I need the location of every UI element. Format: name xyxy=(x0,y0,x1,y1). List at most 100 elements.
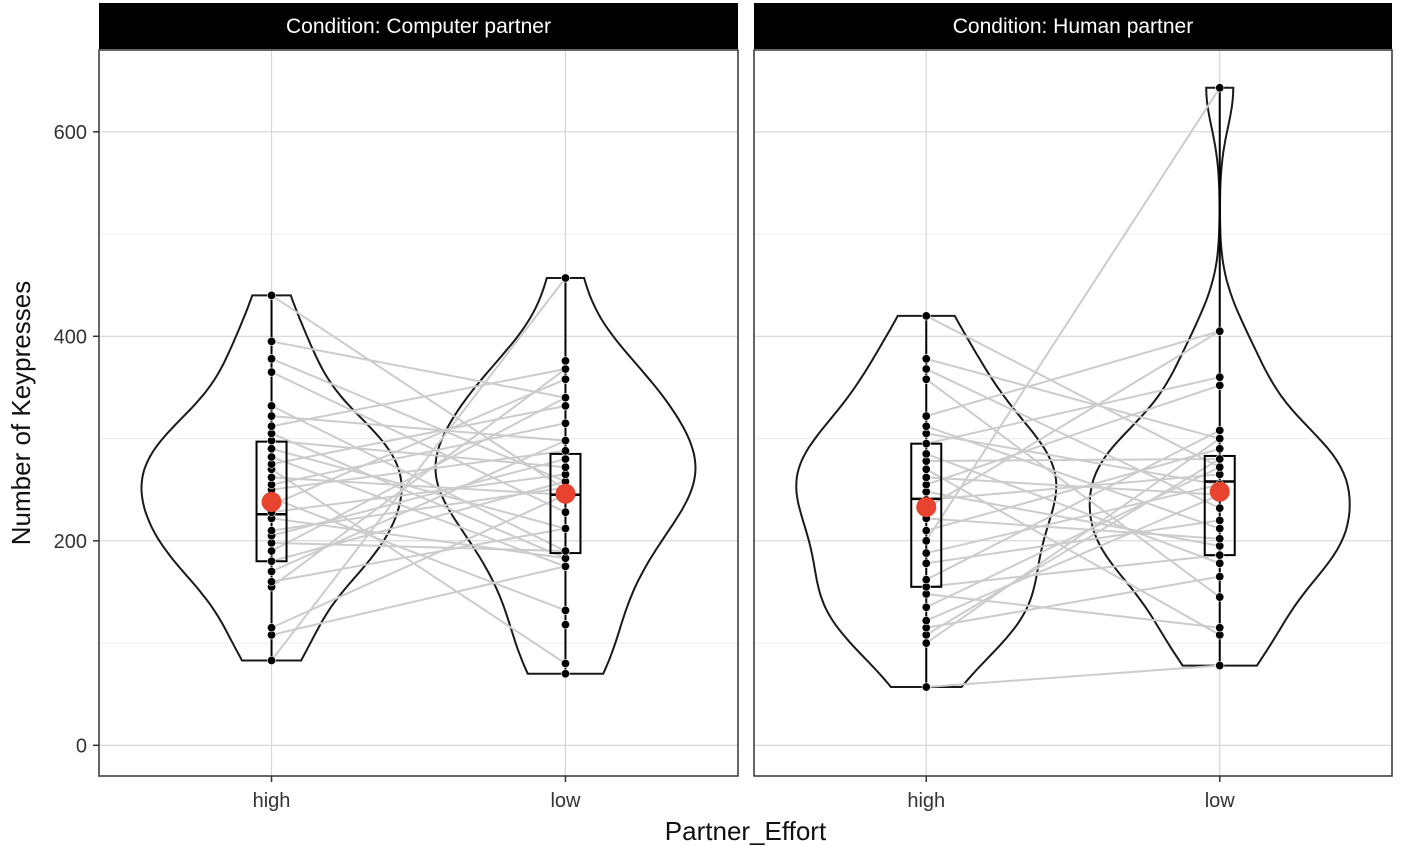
pair-line xyxy=(925,384,1221,486)
y-axis-title: Number of Keypresses xyxy=(6,281,36,545)
pair-line xyxy=(271,496,566,612)
data-point xyxy=(1215,434,1225,444)
data-point xyxy=(267,336,277,346)
facet-title: Condition: Computer partner xyxy=(286,15,551,38)
panel-border xyxy=(753,49,1393,777)
pair-line xyxy=(271,415,566,442)
pair-line xyxy=(925,87,1221,542)
pair-line xyxy=(926,575,1220,629)
data-point xyxy=(560,393,570,403)
mean-point-high xyxy=(261,491,282,512)
data-point xyxy=(1215,592,1225,602)
data-point xyxy=(1215,83,1225,93)
data-point xyxy=(1215,572,1225,582)
data-point xyxy=(921,439,931,449)
data-point xyxy=(560,669,570,679)
x-tick-label: low xyxy=(550,790,581,812)
data-point xyxy=(560,659,570,669)
data-point xyxy=(267,401,277,411)
pair-line xyxy=(925,357,1221,440)
pair-line xyxy=(271,565,566,636)
data-point xyxy=(1215,372,1225,382)
panel-background xyxy=(99,50,738,776)
violin-high xyxy=(795,314,1058,688)
data-point xyxy=(267,546,277,556)
pair-line xyxy=(271,378,566,506)
data-point xyxy=(267,290,277,300)
pair-line xyxy=(271,480,566,563)
pair-line xyxy=(925,314,1221,469)
pair-line xyxy=(926,432,1220,486)
pair-line xyxy=(925,466,1221,609)
data-point xyxy=(267,577,277,587)
mean-point-low xyxy=(555,483,576,504)
data-point xyxy=(921,536,931,546)
pair-line xyxy=(271,368,566,428)
data-point xyxy=(1215,534,1225,544)
facet-strip xyxy=(754,3,1392,49)
data-point xyxy=(1215,380,1225,390)
data-point xyxy=(1215,623,1225,633)
data-point xyxy=(267,472,277,482)
pair-line xyxy=(271,493,566,629)
x-axis-title: Partner_Effort xyxy=(665,816,827,846)
pair-line xyxy=(926,376,1220,445)
data-point xyxy=(921,354,931,364)
data-point xyxy=(560,454,570,464)
y-tick-label: 0 xyxy=(76,735,87,757)
data-point xyxy=(267,421,277,431)
pair-line xyxy=(271,458,566,537)
pair-line xyxy=(270,277,567,662)
facet-strip xyxy=(99,3,738,49)
data-point xyxy=(267,655,277,665)
data-point xyxy=(921,464,931,474)
data-point xyxy=(560,364,570,374)
data-point xyxy=(267,354,277,364)
pair-line xyxy=(271,473,566,514)
data-point xyxy=(560,356,570,366)
data-point xyxy=(560,374,570,384)
mean-point-low xyxy=(1209,481,1230,502)
data-point xyxy=(921,548,931,558)
pair-line xyxy=(271,541,566,553)
panel-2: Condition: Human partner xyxy=(753,3,1393,777)
pair-line xyxy=(925,447,1221,532)
pair-line xyxy=(270,468,567,665)
data-point xyxy=(1215,550,1225,560)
violin-low xyxy=(1088,86,1351,667)
data-point xyxy=(1215,444,1225,454)
panel-background xyxy=(754,50,1392,776)
data-point xyxy=(267,556,277,566)
data-point xyxy=(560,401,570,411)
pair-line xyxy=(925,330,1221,418)
pair-line xyxy=(926,517,1220,540)
y-tick-label: 600 xyxy=(54,122,87,144)
pair-line xyxy=(925,493,1221,622)
data-point xyxy=(560,605,570,615)
data-point xyxy=(1215,558,1225,568)
data-point xyxy=(921,421,931,431)
y-tick-label: 200 xyxy=(54,531,87,553)
pair-line xyxy=(271,357,566,483)
facet-title: Condition: Human partner xyxy=(953,15,1193,38)
pair-line xyxy=(271,404,566,466)
data-point xyxy=(921,616,931,626)
pair-line xyxy=(925,368,1221,509)
data-point xyxy=(921,364,931,374)
data-point xyxy=(267,367,277,377)
data-point xyxy=(560,507,570,517)
x-tick-label: low xyxy=(1205,790,1236,812)
pair-line xyxy=(925,452,1221,565)
data-point xyxy=(921,411,931,421)
data-point xyxy=(921,472,931,482)
data-point xyxy=(921,311,931,321)
x-tick-label: high xyxy=(253,790,291,812)
data-point xyxy=(560,446,570,456)
violin-high xyxy=(140,294,403,662)
pair-line xyxy=(925,330,1221,509)
data-point xyxy=(1215,515,1225,525)
pair-line xyxy=(271,527,566,583)
panel-1: Condition: Computer partner xyxy=(98,3,739,777)
data-point xyxy=(560,620,570,630)
